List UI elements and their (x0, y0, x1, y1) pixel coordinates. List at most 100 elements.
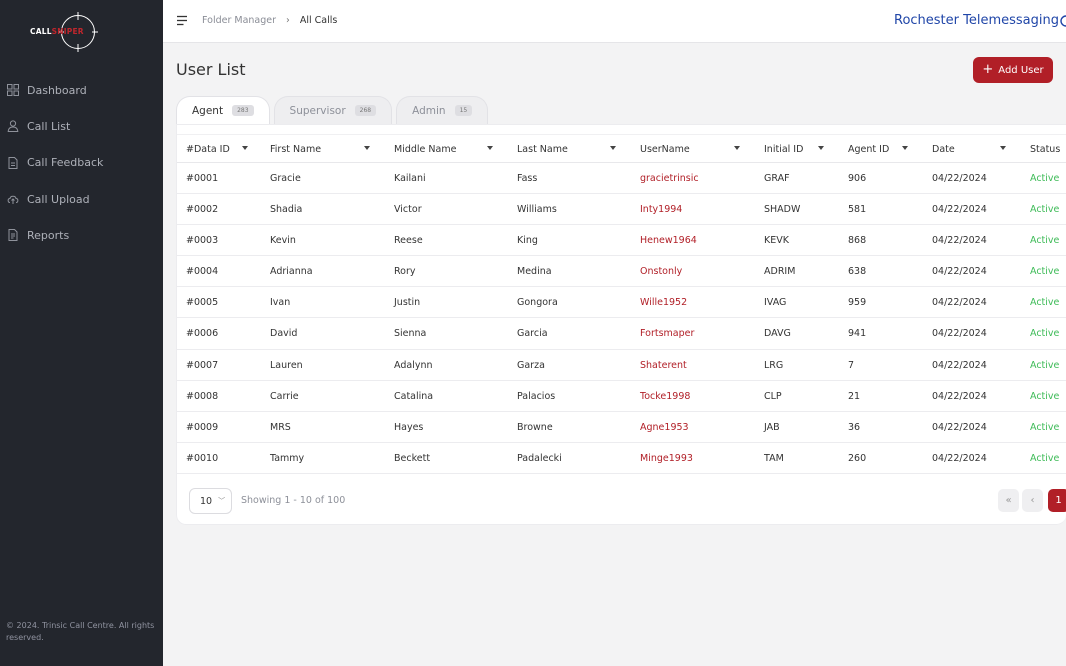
cell-username[interactable]: Onstonly (640, 266, 683, 278)
cell-agent-id: 941 (848, 328, 867, 340)
tab-admin[interactable]: Admin 15 (396, 96, 489, 124)
cell-username[interactable]: Minge1993 (640, 452, 693, 464)
page-size-select[interactable]: 10 ﹀ (189, 488, 232, 514)
report-document-icon (7, 229, 19, 242)
cell-last-name: Padalecki (517, 452, 562, 464)
sidebar-item-call-list[interactable]: Call List (0, 108, 163, 144)
table-row[interactable]: #0003 Kevin Reese King Henew1964 KEVK 868 04/22… (176, 225, 1066, 257)
plus-icon: + (982, 62, 994, 77)
cell-initial-id: IVAG (764, 297, 787, 309)
cell-username[interactable]: Wille1952 (640, 297, 688, 309)
column-header-username[interactable]: UserName (640, 135, 740, 164)
sidebar-item-label: Call List (27, 119, 71, 133)
sort-caret-icon (487, 146, 493, 150)
cell-agent-id: 21 (848, 390, 861, 402)
double-chevron-left-icon: « (1005, 495, 1012, 506)
chevron-down-icon: ﹀ (218, 497, 226, 505)
first-page-button[interactable]: « (998, 489, 1019, 512)
tab-label: Agent (192, 104, 224, 117)
table-row[interactable]: #0010 Tammy Beckett Padalecki Minge1993 TAM 26… (176, 443, 1066, 474)
document-icon (7, 156, 19, 169)
cell-first-name: Kevin (270, 235, 296, 247)
cell-last-name: Browne (517, 421, 553, 433)
pagination-bar: 10 ﹀ Showing 1 - 10 of 100 « ‹ 1 (176, 476, 1066, 516)
column-header-first-name[interactable]: First Name (270, 135, 370, 164)
topbar: Folder Manager › All Calls Rochester Tel… (163, 0, 1066, 43)
logo-word-call: CALL (30, 27, 52, 36)
sort-caret-icon (242, 146, 248, 150)
table-row[interactable]: #0009 MRS Hayes Browne Agne1953 JAB 36 04/22/20… (176, 412, 1066, 443)
cell-username[interactable]: gracietrinsic (640, 173, 699, 184)
cell-last-name: Garza (517, 359, 545, 371)
cell-last-name: King (517, 235, 538, 247)
cell-date: 04/22/2024 (932, 421, 987, 433)
cell-agent-id: 638 (848, 266, 867, 278)
sidebar-item-reports[interactable]: Reports (0, 217, 163, 253)
add-user-button[interactable]: + Add User (973, 57, 1053, 83)
cell-agent-id: 906 (848, 173, 867, 184)
hamburger-menu-icon[interactable] (177, 15, 188, 26)
page-button-current[interactable]: 1 (1048, 489, 1066, 512)
cell-data-id: #0007 (186, 359, 219, 371)
tab-label: Admin (412, 104, 446, 117)
table-row[interactable]: #0001 Gracie Kailani Fass gracietrinsic GRAF 9… (176, 163, 1066, 195)
column-header-initial-id[interactable]: Initial ID (764, 135, 828, 164)
table-row[interactable]: #0007 Lauren Adalynn Garza Shaterent LRG 7 04/2… (176, 350, 1066, 381)
column-header-status[interactable]: Status (1030, 144, 1061, 155)
cell-username[interactable]: Shaterent (640, 359, 687, 371)
breadcrumb-all-calls: All Calls (299, 15, 338, 26)
table-row[interactable]: #0008 Carrie Catalina Palacios Tocke1998 CLP 2… (176, 381, 1066, 412)
chevron-left-icon: ‹ (1030, 495, 1035, 506)
cell-middle-name: Sienna (394, 328, 427, 340)
table-row[interactable]: #0004 Adrianna Rory Medina Onstonly ADRIM 638 0… (176, 256, 1066, 288)
column-header-last-name[interactable]: Last Name (517, 135, 617, 164)
cell-initial-id: TAM (764, 452, 784, 464)
cell-middle-name: Victor (394, 204, 422, 216)
tab-supervisor[interactable]: Supervisor 268 (273, 96, 393, 124)
cell-first-name: Tammy (270, 452, 305, 464)
cell-agent-id: 260 (848, 452, 867, 464)
dashboard-grid-icon (7, 84, 19, 97)
column-header-middle-name[interactable]: Middle Name (394, 135, 494, 164)
sidebar-item-dashboard[interactable]: Dashboard (0, 72, 163, 108)
cell-data-id: #0008 (186, 390, 219, 402)
column-header-date[interactable]: Date (932, 135, 1012, 164)
callsniper-logo[interactable]: CALLSNIPER (30, 10, 100, 54)
cell-date: 04/22/2024 (932, 173, 987, 184)
cell-initial-id: KEVK (764, 235, 789, 247)
cell-first-name: Ivan (270, 297, 291, 309)
table-row[interactable]: #0005 Ivan Justin Gongora Wille1952 IVAG 959 04… (176, 287, 1066, 319)
cell-agent-id: 959 (848, 297, 867, 309)
cell-last-name: Palacios (517, 390, 556, 402)
tab-label: Supervisor (289, 104, 346, 117)
previous-page-button[interactable]: ‹ (1022, 489, 1043, 512)
cell-initial-id: CLP (764, 390, 782, 402)
tab-count-badge: 268 (354, 105, 377, 116)
cell-username[interactable]: Inty1994 (640, 204, 683, 216)
column-header-data-id[interactable]: #Data ID (186, 135, 256, 164)
sort-caret-icon (1000, 146, 1006, 150)
user-menu-icon[interactable] (1059, 15, 1066, 27)
cell-status: Active (1030, 328, 1060, 340)
sidebar-item-call-upload[interactable]: Call Upload (0, 181, 163, 217)
cell-date: 04/22/2024 (932, 359, 987, 371)
tab-agent[interactable]: Agent 283 (176, 96, 270, 124)
cell-username[interactable]: Fortsmaper (640, 328, 695, 340)
column-header-agent-id[interactable]: Agent ID (848, 135, 912, 164)
sidebar-item-call-feedback[interactable]: Call Feedback (0, 145, 163, 181)
table-row[interactable]: #0002 Shadia Victor Williams Inty1994 SHADW 58… (176, 194, 1066, 226)
cell-agent-id: 7 (848, 359, 855, 371)
cell-initial-id: LRG (764, 359, 784, 371)
cell-data-id: #0010 (186, 452, 219, 464)
breadcrumb: Folder Manager › All Calls (202, 15, 337, 26)
cell-initial-id: DAVG (764, 328, 791, 340)
cell-username[interactable]: Agne1953 (640, 421, 689, 433)
breadcrumb-folder-manager[interactable]: Folder Manager (202, 15, 277, 26)
tab-count-badge: 15 (454, 105, 473, 116)
cell-username[interactable]: Henew1964 (640, 235, 697, 247)
table-row[interactable]: #0006 David Sienna Garcia Fortsmaper DAVG 941 0… (176, 318, 1066, 350)
cell-username[interactable]: Tocke1998 (640, 390, 691, 402)
cell-date: 04/22/2024 (932, 328, 987, 340)
cell-first-name: Carrie (270, 390, 299, 402)
cell-data-id: #0009 (186, 421, 219, 433)
